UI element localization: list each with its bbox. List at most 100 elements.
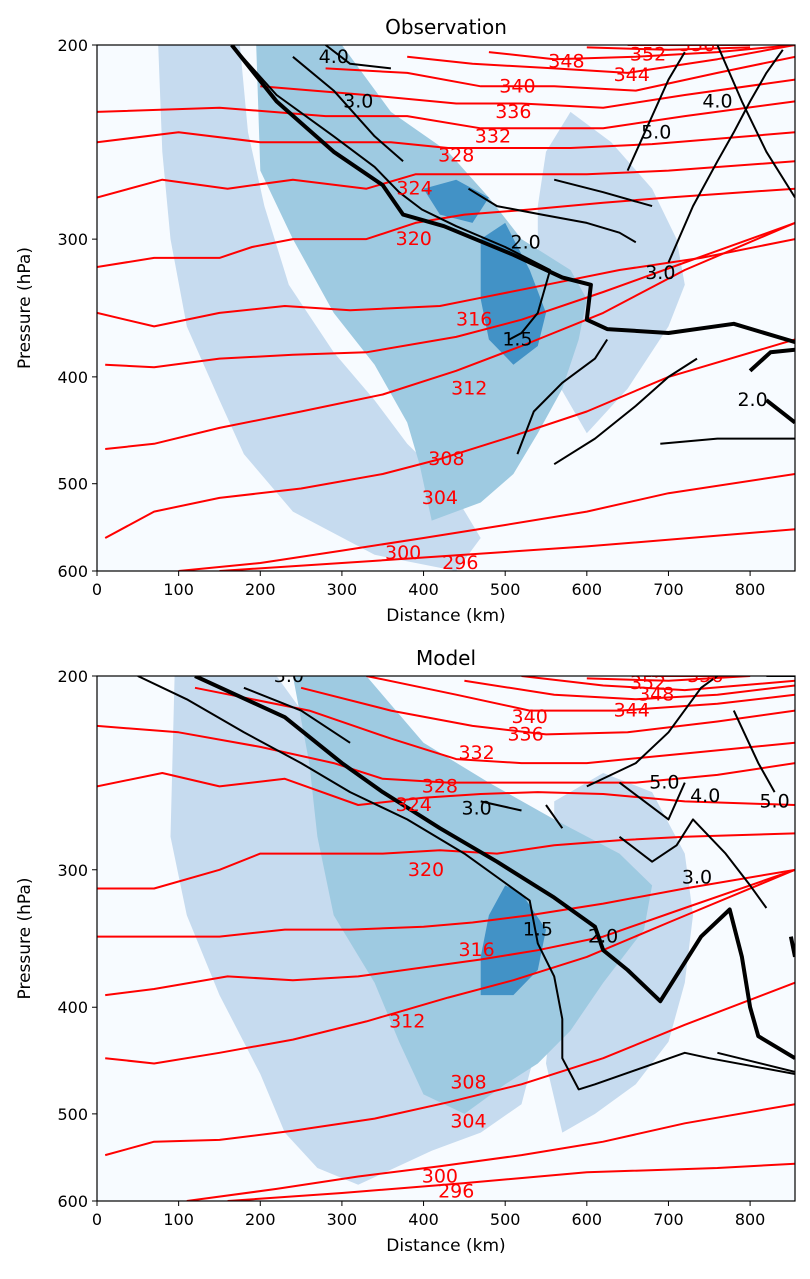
panel-2-pv-contour (788, 936, 795, 958)
panel-1-theta-label: 296 (442, 552, 478, 574)
panel-1-theta-contour (97, 160, 795, 199)
panel-1-theta-contour (325, 55, 795, 92)
panel-1-theta-contour (97, 100, 795, 130)
panel-2-theta-label: 340 (512, 706, 548, 728)
panel-2-y-tick-label: 500 (57, 1105, 88, 1124)
panel-1-pv-contour (660, 437, 795, 445)
panel-1-theta-contour (260, 78, 795, 109)
panel-1-x-tick-label: 100 (163, 580, 194, 599)
panel-1-theta-label: 348 (548, 50, 584, 72)
panel-1-theta-label: 324 (396, 178, 432, 200)
panel-1-pv-label: 5.0 (641, 121, 671, 143)
panel-2-pv-contour (480, 800, 522, 812)
panel-1-pv-contour (324, 45, 392, 70)
panel-2-x-tick-label: 500 (490, 1210, 521, 1229)
panel-2-theta-label: 312 (389, 1010, 425, 1032)
panel-1-pv-contour (667, 49, 784, 263)
panel-2-pv-contour (618, 818, 768, 909)
panel-2-pv-contour (732, 710, 776, 793)
panel-2-pv-contour (194, 676, 795, 1060)
panel-1-pv-label: 3.0 (343, 90, 373, 112)
panel-2-theta-contour (105, 868, 795, 1065)
panel-2-pv-contour (545, 804, 564, 829)
panel-2-theta-label: 316 (458, 939, 494, 961)
panel-2-pv-contour (243, 686, 351, 744)
panel-1-plot-area: 2963003043083123163203243283323363403443… (97, 34, 795, 574)
panel-2-theta-label: 296 (438, 1180, 474, 1202)
panel-1-theta-contour (586, 46, 751, 51)
panel-1-theta-label: 340 (499, 75, 535, 97)
panel-2-pv-label: 1.5 (523, 919, 553, 941)
panel-2-theta-label: 308 (450, 1071, 486, 1093)
panel-2-x-tick-label: 700 (653, 1210, 684, 1229)
panel-1-theta-label: 320 (396, 228, 432, 250)
panel-2-fill-region (480, 885, 546, 996)
panel-1: 2963003043083123163203243283323363403443… (15, 15, 796, 626)
panel-1-y-tick-label: 400 (57, 368, 88, 387)
panel-2-theta-label: 332 (458, 742, 494, 764)
panel-2-theta-label: 352 (630, 672, 666, 694)
panel-1-theta-contour (488, 45, 795, 61)
panel-1-pv-contour (230, 45, 795, 345)
panel-2-pv-contour (137, 676, 795, 1091)
panel-2-fill-region (292, 676, 653, 1114)
panel-1-pv-contour (716, 45, 795, 199)
panel-1-y-tick-label: 200 (57, 36, 88, 55)
panel-2-theta-contour (521, 676, 795, 692)
panel-1-theta-label: 344 (614, 64, 650, 86)
panel-1-pv-contour (626, 51, 686, 172)
panel-2-theta-contour (97, 772, 795, 806)
panel-2-theta-contour (300, 686, 795, 736)
panel-2-frame (96, 675, 796, 1202)
panel-1-x-tick-label: 500 (490, 580, 521, 599)
panel-1-x-axis-label: Distance (km) (386, 606, 505, 626)
panel-1-theta-label: 332 (475, 125, 511, 147)
panel-2-theta-label: 324 (396, 794, 432, 816)
panel-1-fill-region (256, 45, 587, 521)
panel-1-pv-contour (467, 187, 637, 244)
panel-1-pv-label: 4.0 (319, 46, 349, 68)
panel-2-pv-label: 2.0 (588, 926, 618, 948)
panel-1-pv-label: 2.0 (737, 389, 767, 411)
panel-1-x-tick-label: 600 (572, 580, 603, 599)
panel-1-pv-label: 4.0 (702, 90, 732, 112)
panel-1-theta-label: 356 (679, 34, 715, 56)
panel-1-x-tick-label: 200 (245, 580, 276, 599)
panel-2-title: Model (416, 646, 476, 670)
panel-1-theta-contour (219, 528, 795, 571)
panel-2-y-tick-label: 200 (57, 667, 88, 686)
panel-2-theta-contour (97, 724, 795, 784)
panel-1-theta-label: 312 (451, 378, 487, 400)
panel-2-pv-label: 3.0 (274, 665, 304, 687)
panel-2-x-tick-label: 0 (92, 1210, 102, 1229)
panel-2-theta-label: 300 (422, 1165, 458, 1187)
panel-2-theta-label: 304 (450, 1110, 486, 1132)
panel-1-fill-region (158, 45, 481, 571)
panel-2-y-tick-label: 600 (57, 1192, 88, 1211)
panel-1-pv-contour (230, 45, 552, 341)
panel-1-y-tick-label: 500 (57, 475, 88, 494)
panel-1-pv-contour (516, 338, 609, 455)
panel-2-theta-contour (104, 981, 795, 1157)
panel-1-theta-label: 352 (630, 43, 666, 65)
panel-2-theta-label: 356 (687, 665, 723, 687)
panel-1-pv-label: 1.5 (502, 329, 532, 351)
panel-1-fill-region (480, 222, 546, 365)
panel-1-theta-label: 328 (438, 145, 474, 167)
panel-2-x-tick-label: 300 (327, 1210, 358, 1229)
panel-2-theta-contour (97, 832, 795, 890)
panel-2-theta-contour (464, 679, 795, 701)
panel-1-pv-contour (553, 357, 698, 466)
panel-2-theta-contour (227, 1162, 795, 1201)
panel-2-x-tick-label: 600 (572, 1210, 603, 1229)
panel-2-theta-label: 344 (614, 700, 650, 722)
panel-2-pv-contour (586, 676, 718, 788)
panel-1-x-tick-label: 800 (735, 580, 766, 599)
panel-1-frame (96, 44, 796, 572)
panel-1-y-tick-label: 600 (57, 562, 88, 581)
panel-2-y-tick-label: 400 (57, 998, 88, 1017)
panel-2-y-axis-label: Pressure (hPa) (15, 878, 35, 1000)
panel-1-theta-contour (97, 187, 795, 268)
